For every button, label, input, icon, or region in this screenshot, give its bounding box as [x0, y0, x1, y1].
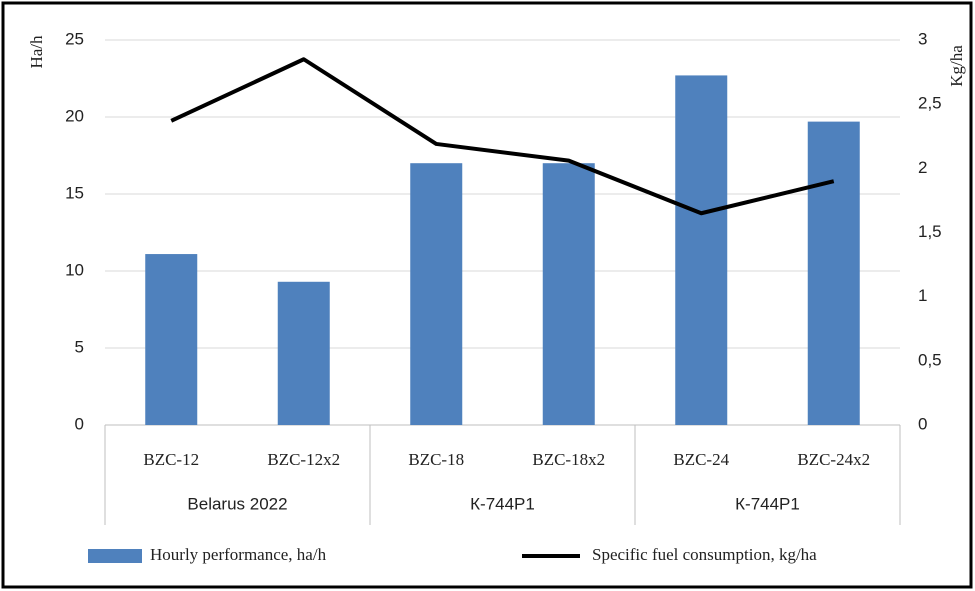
y-tick-label: 15: [65, 183, 84, 202]
x-tick-label: BZC-24x2: [797, 450, 870, 469]
y-tick-label: 25: [65, 29, 84, 48]
y-tick-label: 10: [65, 260, 84, 279]
y2-axis-title: Kg/ha: [947, 45, 966, 87]
y-tick-label: 20: [65, 106, 84, 125]
y2-tick-label: 3: [918, 29, 927, 48]
legend-label: Hourly performance, ha/h: [150, 545, 327, 564]
x-tick-label: BZC-18: [408, 450, 464, 469]
bar: [807, 121, 860, 426]
x-tick-label: BZC-18x2: [532, 450, 605, 469]
y2-tick-label: 1,5: [918, 222, 942, 241]
group-label: К-744Р1: [470, 494, 535, 513]
group-label: К-744Р1: [735, 494, 800, 513]
y2-tick-label: 1: [918, 286, 927, 305]
bar: [277, 281, 330, 425]
line: [170, 57, 835, 216]
x-tick-label: BZC-24: [673, 450, 729, 469]
bar: [410, 163, 463, 425]
x-tick-label: BZC-12x2: [267, 450, 340, 469]
y2-tick-label: 0,5: [918, 350, 942, 369]
y-tick-label: 5: [75, 337, 84, 356]
x-tick-label: BZC-12: [143, 450, 199, 469]
legend-swatch: [88, 549, 142, 563]
y2-tick-label: 2,5: [918, 94, 942, 113]
y2-tick-label: 2: [918, 158, 927, 177]
legend-label: Specific fuel consumption, kg/ha: [592, 545, 817, 564]
bar: [675, 75, 728, 426]
bar: [542, 163, 595, 425]
bar: [145, 254, 198, 425]
y2-tick-label: 0: [918, 414, 927, 433]
y-axis-title: Ha/h: [27, 35, 46, 69]
y-tick-label: 0: [75, 414, 84, 433]
group-label: Belarus 2022: [187, 494, 287, 513]
